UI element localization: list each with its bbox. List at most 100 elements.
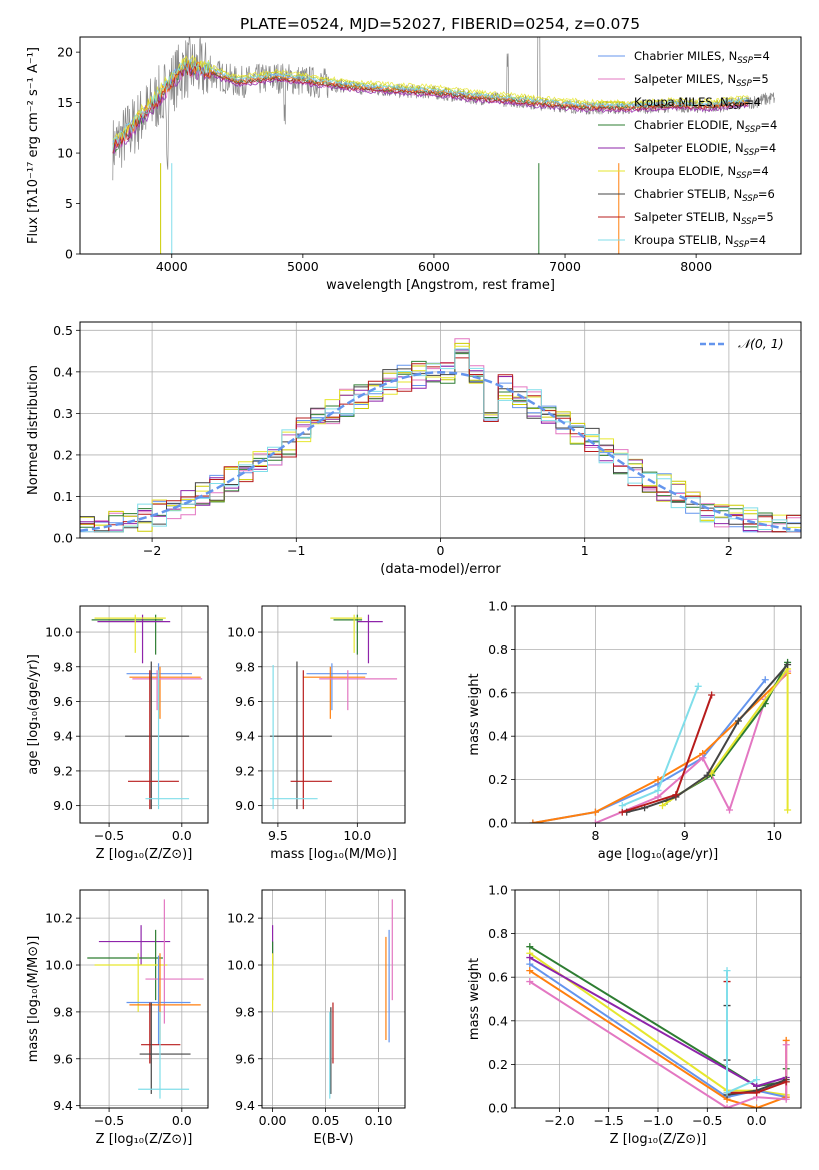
y-axis-label: Normed distribution: [26, 365, 41, 495]
x-tick-label: −1.0: [643, 1113, 673, 1128]
y-tick-label: 0.6: [488, 685, 508, 700]
y-tick-label: 15: [57, 95, 73, 110]
mass-weight-point: [753, 1104, 761, 1108]
y-tick-label: 9.6: [235, 694, 255, 709]
y-tick-label: 10.2: [227, 911, 255, 926]
x-tick-label: 0.05: [312, 1113, 340, 1128]
axes-frame: [79, 605, 209, 824]
model-spectrum: [112, 58, 749, 151]
age-vs-mass-marks: [269, 614, 398, 810]
residual-histogram: [80, 348, 801, 533]
y-tick-label: 0.2: [488, 1057, 508, 1072]
legend-entry: Kroupa STELIB, NSSP=4: [634, 233, 766, 250]
mass-weight-point: [654, 776, 662, 784]
mass-weight-point: [761, 676, 769, 684]
legend-entry: Chabrier MILES, NSSP=4: [634, 49, 770, 66]
x-tick-label: −0.5: [94, 1113, 124, 1128]
y-tick-label: 9.8: [53, 1004, 73, 1019]
x-tick-label: 0.10: [365, 1113, 393, 1128]
mass-weight-point: [591, 808, 599, 816]
mass-weight-point: [658, 802, 666, 810]
y-axis-label: Flux [fλ10⁻¹⁷ erg cm⁻² s⁻¹ A⁻¹]: [26, 47, 41, 244]
normal-curve: [80, 371, 801, 532]
mass-weight-point: [654, 786, 662, 794]
x-axis-label: wavelength [Angstrom, rest frame]: [326, 278, 555, 293]
x-tick-label: 0.00: [259, 1113, 287, 1128]
residuals-panel: −2 −1 0 1 2 0.0 0.1 0.2 0.3 0.4 0.5 (data-model)/er…: [26, 321, 802, 577]
residuals-marks: [80, 338, 801, 533]
x-axis-label: age [log₁₀(age/yr)]: [598, 847, 719, 862]
mass-vs-Z-panel: −0.5 0.0 9.4 9.6 9.8 10.0 10.2 Z [log₁₀(Z/Z⊙)] m…: [26, 889, 209, 1147]
mass-weight-point: [723, 1089, 731, 1097]
axes-frame: [79, 36, 802, 255]
x-tick-label: 7000: [549, 259, 581, 274]
x-tick-label: 8: [591, 828, 599, 843]
mass-weight-point: [703, 771, 711, 779]
axes-frame: [261, 605, 406, 824]
y-tick-label: 9.8: [53, 659, 73, 674]
residual-histogram: [80, 345, 801, 533]
x-tick-label: 9: [681, 828, 689, 843]
model-spectrum: [112, 57, 749, 148]
y-tick-label: 10.0: [45, 625, 73, 640]
y-tick-label: 0.0: [488, 816, 508, 831]
age-vs-mass-panel: 9.5 10.0 9.0 9.2 9.4 9.6 9.8 10.0 mass [log₁₀(M/…: [227, 605, 406, 862]
axes-frame: [514, 605, 802, 824]
model-spectrum: [112, 62, 749, 154]
legend-entry: Kroupa MILES, NSSP=4: [634, 95, 761, 112]
mass-weight-point: [618, 802, 626, 810]
y-tick-label: 10.0: [45, 958, 73, 973]
y-tick-label: 0.0: [488, 1101, 508, 1116]
x-tick-label: 6000: [418, 259, 450, 274]
x-tick-label: 0.0: [172, 828, 192, 843]
y-axis-label: age [log₁₀(age/yr)]: [26, 654, 41, 775]
y-tick-label: 0.5: [53, 323, 73, 338]
mass-weight-point: [723, 1104, 731, 1108]
mass-weight-point: [784, 661, 792, 669]
mass-weight-line: [529, 963, 787, 1099]
mass-weight-point: [672, 791, 680, 799]
residual-histogram: [80, 349, 801, 533]
y-tick-label: 9.8: [235, 1004, 255, 1019]
y-tick-label: 10: [57, 146, 73, 161]
age-vs-Z-panel: −0.5 0.0 9.0 9.2 9.4 9.6 9.8 10.0 Z [log₁₀(Z/Z⊙)…: [26, 605, 209, 862]
mass-vs-ebv-panel: 0.00 0.05 0.10 9.4 9.6 9.8 10.0 10.2 E(B-V): [227, 889, 406, 1147]
x-tick-label: −1: [287, 543, 305, 558]
y-tick-label: 0.1: [53, 489, 73, 504]
axes-frame: [79, 889, 209, 1109]
legend-entry: Kroupa ELODIE, NSSP=4: [634, 164, 769, 181]
y-tick-label: 0.3: [53, 406, 73, 421]
mass-weight-point: [782, 1041, 790, 1049]
y-tick-label: 10.0: [227, 625, 255, 640]
mass-weight-point: [723, 967, 731, 975]
axes-frame: [261, 889, 406, 1109]
y-tick-label: 0: [65, 247, 73, 262]
x-axis-label: Z [log₁₀(Z/Z⊙)]: [96, 1132, 193, 1147]
model-spectrum: [112, 63, 749, 155]
x-tick-label: 0: [437, 543, 445, 558]
mass-weight-point: [526, 960, 534, 968]
y-tick-label: 9.4: [235, 1098, 255, 1113]
x-tick-label: 2: [725, 543, 733, 558]
y-tick-label: 9.2: [53, 763, 73, 778]
y-tick-label: 9.0: [53, 798, 73, 813]
y-tick-label: 9.4: [235, 729, 255, 744]
y-tick-label: 9.6: [53, 694, 73, 709]
x-axis-label: mass [log₁₀(M/M⊙)]: [270, 847, 397, 862]
mass-weight-point: [699, 754, 707, 762]
x-tick-label: 0.0: [747, 1113, 767, 1128]
residual-histogram: [80, 351, 801, 533]
mass-weight-point: [753, 1076, 761, 1084]
legend-entry: Chabrier STELIB, NSSP=6: [634, 187, 775, 204]
y-axis-label: mass [log₁₀(M/M⊙)]: [26, 936, 41, 1063]
legend-entry: Salpeter STELIB, NSSP=5: [634, 210, 774, 227]
y-tick-label: 0.0: [53, 531, 73, 546]
mass-weight-point: [526, 943, 534, 951]
x-tick-label: −2: [143, 543, 161, 558]
y-tick-label: 9.4: [53, 1098, 73, 1113]
x-tick-label: −0.5: [692, 1113, 722, 1128]
x-tick-label: 10: [766, 828, 782, 843]
mass-weight-point: [694, 682, 702, 690]
y-tick-label: 9.2: [235, 763, 255, 778]
